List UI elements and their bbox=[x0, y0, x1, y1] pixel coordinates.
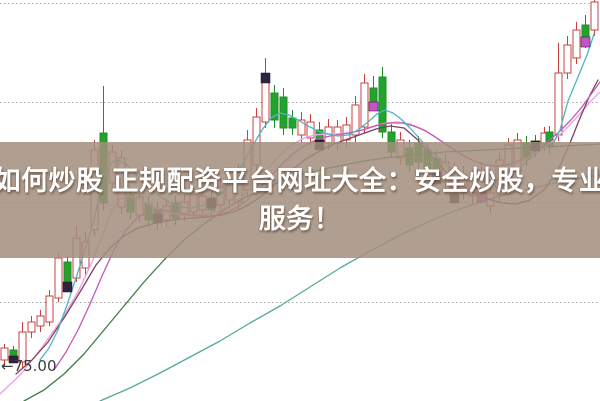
candle-body-up bbox=[360, 82, 369, 128]
candle-body-up bbox=[590, 1, 599, 31]
candle-marker-magenta bbox=[368, 101, 379, 112]
headline-line-2: 服务！ bbox=[258, 204, 342, 234]
candle-body-down bbox=[378, 76, 387, 133]
candle-body-up bbox=[297, 119, 306, 136]
candle-marker-dark bbox=[8, 355, 19, 364]
candle-body-up bbox=[351, 104, 360, 136]
candle-body-up bbox=[563, 44, 572, 74]
candle-body-up bbox=[54, 257, 63, 299]
candle-marker-dark bbox=[62, 281, 73, 293]
candle-body-up bbox=[27, 321, 36, 333]
candle-body-down bbox=[581, 24, 590, 39]
candle-body-down bbox=[270, 92, 279, 121]
candle-body-up bbox=[306, 121, 315, 139]
candle-marker-magenta bbox=[580, 36, 591, 48]
price-label: ←75.00 bbox=[1, 357, 57, 375]
candle-marker-dark bbox=[260, 72, 271, 84]
candle-body-down bbox=[288, 117, 297, 129]
candle-body-down bbox=[279, 96, 288, 129]
headline-line-1: 如何炒股 正规配资平台网址大全：安全炒股，专业 bbox=[0, 166, 600, 196]
candle-body-up bbox=[18, 331, 27, 363]
candle-body-up bbox=[0, 347, 9, 361]
candle-body-up bbox=[572, 29, 581, 59]
candle-body-down bbox=[9, 349, 18, 357]
headline-overlay: 如何炒股 正规配资平台网址大全：安全炒股，专业 服务！ bbox=[0, 142, 600, 258]
candle-body-down bbox=[369, 87, 378, 103]
candle-body-up bbox=[45, 295, 54, 323]
candle-body-up bbox=[36, 315, 45, 327]
candle-body-down bbox=[63, 261, 72, 283]
